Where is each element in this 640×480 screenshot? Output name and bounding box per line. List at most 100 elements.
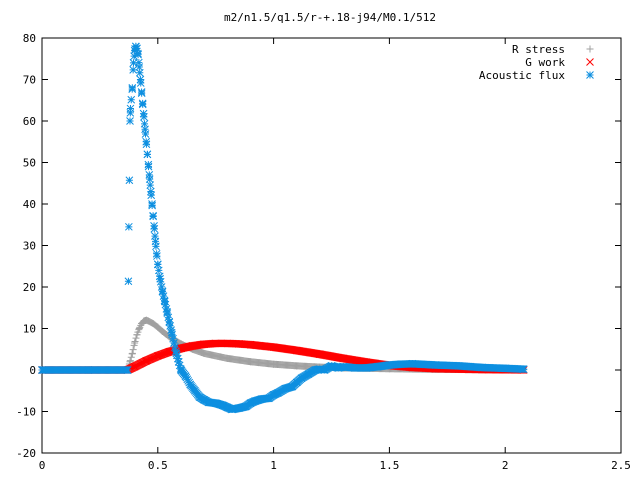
data-point [292, 378, 301, 387]
data-point [223, 403, 232, 412]
data-point [156, 277, 165, 286]
data-point [195, 393, 204, 401]
data-point [151, 232, 159, 240]
data-point [128, 349, 136, 357]
x-tick-label: 0.5 [148, 459, 168, 472]
data-point [177, 366, 185, 374]
y-tick-label: 50 [23, 157, 36, 170]
data-point [130, 362, 139, 371]
data-point [408, 359, 417, 368]
data-point [145, 317, 153, 325]
data-point [183, 375, 192, 384]
data-point [124, 277, 133, 286]
data-point [288, 382, 296, 391]
data-point [162, 305, 171, 313]
data-point [246, 340, 255, 349]
data-point [152, 249, 161, 258]
data-point [169, 334, 177, 343]
data-point [147, 191, 156, 200]
data-point [339, 354, 347, 363]
data-point [172, 349, 181, 358]
data-point [156, 274, 164, 283]
y-tick-label: 30 [23, 240, 36, 253]
data-point [241, 402, 250, 411]
data-point [160, 297, 169, 306]
data-point [175, 361, 184, 370]
data-point [373, 362, 382, 371]
data-point [135, 63, 144, 71]
y-tick-label: -10 [16, 406, 36, 419]
y-tick-label: 70 [23, 74, 36, 87]
data-point [138, 100, 147, 109]
data-point [164, 313, 173, 322]
data-point [167, 328, 176, 337]
y-tick-label: 60 [23, 115, 36, 128]
data-point [126, 104, 135, 113]
data-point [136, 75, 145, 84]
data-point [269, 391, 278, 399]
data-point [135, 325, 143, 332]
legend-label: G work [525, 56, 565, 69]
legend-label: R stress [512, 43, 565, 56]
data-point [185, 378, 194, 387]
data-point [251, 397, 259, 405]
legend-marker [586, 71, 594, 79]
data-point [127, 353, 135, 361]
data-point [158, 327, 166, 335]
data-point [137, 88, 146, 96]
data-point [362, 364, 371, 372]
legend-marker [586, 45, 594, 53]
data-point [148, 200, 156, 208]
data-point [129, 66, 138, 74]
legend-label: Acoustic flux [479, 69, 565, 82]
data-point [146, 181, 155, 189]
data-point [129, 346, 137, 354]
data-point [316, 365, 324, 374]
y-tick-label: 20 [23, 281, 36, 294]
data-point [145, 171, 154, 179]
data-point [350, 364, 359, 372]
data-point [297, 374, 306, 383]
data-point [223, 354, 231, 362]
data-point [184, 377, 193, 385]
data-point [130, 52, 138, 61]
data-point [129, 59, 138, 67]
data-point [154, 266, 163, 275]
data-point [246, 399, 255, 408]
data-point [171, 343, 179, 352]
x-tick-label: 1.5 [379, 459, 399, 472]
data-point [159, 292, 168, 300]
data-point [165, 318, 174, 327]
series-acoustic-flux [38, 42, 528, 414]
data-point [478, 363, 486, 372]
data-point [135, 68, 144, 77]
y-tick-label: 10 [23, 323, 36, 336]
data-point [146, 187, 155, 196]
data-point [170, 339, 178, 347]
data-point [126, 117, 134, 125]
y-tick-label: -20 [16, 447, 36, 460]
data-point [167, 326, 175, 335]
data-point [149, 212, 158, 221]
data-point [200, 396, 208, 404]
data-point [339, 362, 347, 371]
data-point [173, 354, 182, 363]
data-point [327, 361, 336, 370]
data-point [163, 308, 171, 316]
data-point [158, 287, 167, 296]
plot-area [38, 42, 528, 414]
data-point [132, 334, 140, 342]
data-point [157, 283, 166, 291]
data-point [270, 360, 278, 368]
data-point [211, 339, 220, 348]
data-point [334, 364, 343, 372]
axis-ticks: 0 0.5 1 1.5 2 2.5 -20 -10 0 10 20 30 40 50 60 70 80 [16, 32, 631, 472]
data-point [246, 358, 254, 366]
x-tick-label: 0 [39, 459, 46, 472]
data-point [174, 357, 183, 366]
data-point [431, 361, 440, 369]
data-point [161, 300, 170, 309]
data-point [131, 42, 140, 51]
